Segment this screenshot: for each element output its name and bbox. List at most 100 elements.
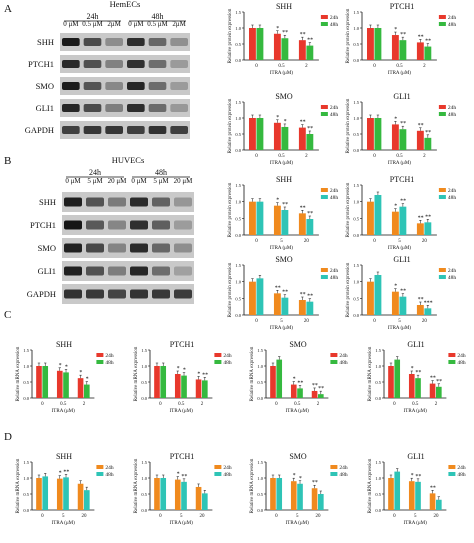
- x-tick-label: 0.5: [396, 154, 403, 159]
- legend-swatch: [448, 360, 456, 364]
- blot-band: [148, 59, 167, 69]
- bar: [36, 366, 42, 398]
- blot-band: [83, 59, 102, 69]
- significance-mark: *: [394, 284, 397, 290]
- legend-swatch: [438, 195, 446, 199]
- bar: [408, 374, 415, 398]
- bar: [424, 222, 432, 235]
- y-axis-label: Relative mRNA expression: [134, 346, 139, 401]
- y-tick-label: 0.5: [141, 380, 147, 385]
- protein-label: SMO: [38, 243, 56, 253]
- blot-band: [83, 81, 102, 91]
- legend-swatch: [448, 465, 456, 469]
- chart-title: SHH: [276, 2, 292, 11]
- dose-label: 2μM: [172, 20, 186, 28]
- x-tick-label: 5: [398, 319, 401, 324]
- bar: [84, 490, 90, 510]
- bar: [318, 394, 324, 398]
- y-axis-label: Relative mRNA expression: [16, 458, 21, 513]
- legend-swatch: [330, 360, 338, 364]
- x-tick-label: 0: [159, 514, 162, 519]
- x-tick-label: 20: [434, 514, 440, 519]
- y-tick-label: 0.0: [141, 508, 147, 513]
- legend-label: 24h: [330, 15, 339, 21]
- bar: [399, 129, 407, 150]
- chart-title: PTCH1: [170, 452, 194, 461]
- y-tick-label: 0.5: [353, 132, 359, 137]
- x-axis-label: ITRA (μM): [270, 326, 293, 331]
- significance-mark: *: [293, 473, 296, 479]
- legend-label: 48h: [448, 275, 457, 281]
- bar: [248, 28, 256, 60]
- blot-band: [62, 81, 80, 91]
- blot-band: [64, 289, 82, 299]
- blot-band: [130, 289, 148, 299]
- blot-band: [127, 81, 145, 91]
- y-tick-label: 0.5: [375, 380, 381, 385]
- x-tick-label: 20: [82, 514, 88, 519]
- x-tick-label: 20: [304, 239, 310, 244]
- bar: [391, 291, 399, 315]
- bar: [297, 388, 303, 398]
- blot-band: [148, 103, 167, 113]
- bar: [306, 219, 314, 235]
- protein-label: PTCH1: [28, 59, 54, 69]
- x-tick-label: 2: [83, 402, 86, 407]
- dose-label: 0 μM: [63, 20, 79, 28]
- blot-band: [62, 103, 80, 113]
- y-tick-label: 0.0: [141, 396, 147, 401]
- legend-label: 48h: [448, 22, 457, 28]
- bar: [248, 118, 256, 150]
- blot-band: [83, 125, 102, 135]
- x-tick-label: 0.5: [278, 154, 285, 159]
- bar: [160, 478, 167, 510]
- x-tick-label: 20: [304, 319, 310, 324]
- y-tick-label: 1.0: [23, 476, 29, 481]
- blot-band: [83, 103, 102, 113]
- protein-label: SMO: [36, 81, 54, 91]
- chart-title: SHH: [276, 175, 292, 184]
- bar: [424, 46, 432, 60]
- bar: [276, 478, 283, 510]
- significance-mark: **: [425, 130, 431, 136]
- x-tick-label: 2: [317, 402, 320, 407]
- x-axis-label: ITRA (μM): [52, 521, 75, 526]
- bar: [429, 493, 436, 510]
- y-tick-label: 1.0: [353, 280, 359, 285]
- blot-band: [64, 197, 82, 207]
- significance-mark: *: [86, 377, 89, 383]
- bar: [394, 359, 401, 398]
- x-axis-label: ITRA (μM): [404, 521, 427, 526]
- significance-mark: **: [202, 372, 208, 378]
- significance-mark: **: [400, 121, 406, 127]
- legend-swatch: [214, 360, 222, 364]
- blot-strip: [60, 55, 190, 73]
- significance-mark: *: [276, 198, 279, 204]
- x-tick-label: 2: [305, 154, 308, 159]
- protein-label: GLI1: [38, 266, 56, 276]
- significance-mark: **: [415, 370, 421, 376]
- protein-label: GAPDH: [25, 125, 54, 135]
- x-tick-label: 5: [414, 514, 417, 519]
- blot-band: [105, 125, 123, 135]
- legend-swatch: [330, 465, 338, 469]
- blot-strip: [62, 261, 194, 281]
- significance-mark: *: [59, 471, 62, 477]
- y-tick-label: 1.0: [235, 200, 241, 205]
- dose-label: 2μM: [107, 20, 121, 28]
- blot-band: [152, 289, 170, 299]
- x-tick-label: 0: [373, 64, 376, 69]
- significance-mark: **: [312, 480, 318, 486]
- blot-band: [152, 197, 170, 207]
- significance-mark: **: [430, 485, 436, 491]
- legend-label: 24h: [457, 465, 466, 471]
- y-axis-label: Relative protein expression: [346, 182, 351, 237]
- legend-swatch: [214, 465, 222, 469]
- significance-mark: **: [415, 474, 421, 480]
